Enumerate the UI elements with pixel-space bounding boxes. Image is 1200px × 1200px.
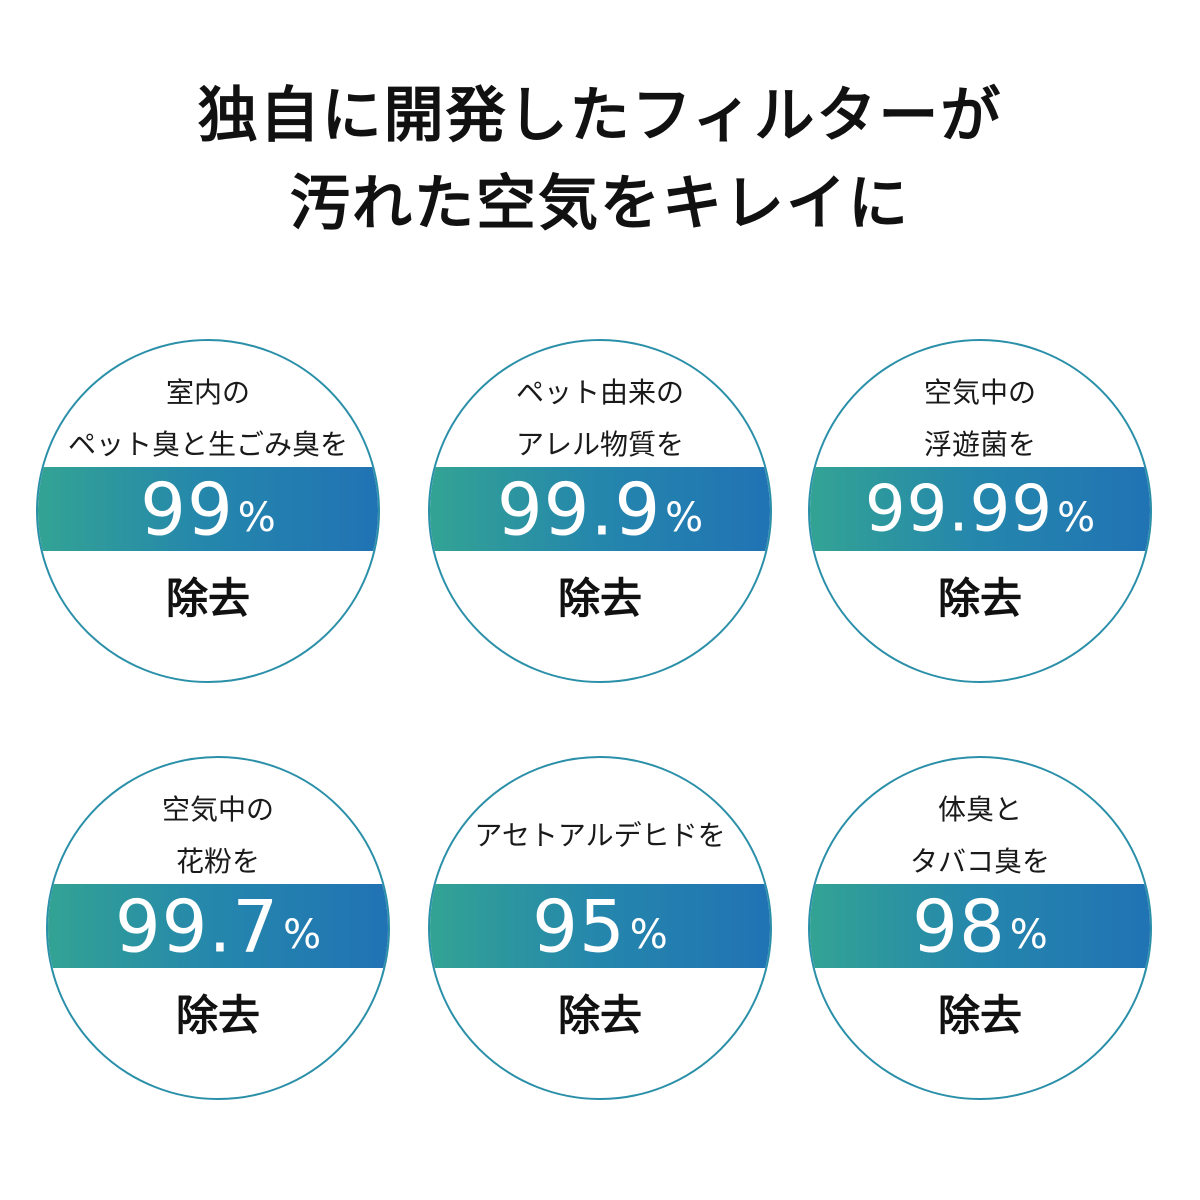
badge-airborne-bacteria: 空気中の 浮遊菌を 99.99% 除去 — [808, 339, 1152, 683]
percentage-value: 99.99 — [864, 472, 1054, 547]
removal-label: 除去 — [557, 991, 642, 1040]
badge-caption-line: 体臭と — [937, 793, 1022, 826]
percent-sign: % — [283, 911, 322, 958]
badge-pet-garbage-odor: 室内の ペット臭と生ごみ臭を 99% 除去 — [36, 339, 380, 683]
percentage-band: 99.7% — [48, 884, 388, 969]
percentage-value: 95 — [532, 884, 626, 969]
badge-caption-line: 浮遊菌を — [923, 428, 1036, 461]
badge-caption-line: ペット由来の — [515, 376, 684, 409]
percentage-value: 99.9 — [496, 467, 662, 552]
percentage-value: 99 — [140, 467, 234, 552]
badge-caption: アセトアルデヒドを — [430, 810, 770, 862]
percentage-band: 99.9% — [430, 467, 770, 552]
removal-label: 除去 — [175, 991, 260, 1040]
percentage-band: 99.99% — [810, 467, 1150, 551]
badge-caption: 空気中の 花粉を — [48, 784, 388, 888]
percent-sign: % — [1009, 911, 1048, 958]
badge-caption: 室内の ペット臭と生ごみ臭を — [38, 367, 378, 471]
badge-pollen: 空気中の 花粉を 99.7% 除去 — [46, 756, 390, 1100]
badge-caption-line: ペット臭と生ごみ臭を — [67, 428, 348, 461]
badge-caption-line: 室内の — [165, 376, 250, 409]
percent-sign: % — [629, 911, 668, 958]
badge-body-tobacco-odor: 体臭と タバコ臭を 98% 除去 — [808, 756, 1152, 1100]
badge-caption: 空気中の 浮遊菌を — [810, 367, 1150, 471]
badge-caption-line: タバコ臭を — [909, 845, 1050, 878]
removal-label: 除去 — [937, 991, 1022, 1040]
badge-caption-line: 空気中の — [161, 793, 274, 826]
removal-label: 除去 — [937, 574, 1022, 623]
headline-line-2: 汚れた空気をキレイに — [290, 169, 910, 239]
percent-sign: % — [1057, 494, 1096, 541]
badge-caption: 体臭と タバコ臭を — [810, 784, 1150, 888]
percentage-band: 99% — [38, 467, 378, 552]
removal-label: 除去 — [165, 574, 250, 623]
percentage-value: 99.7 — [114, 884, 280, 969]
percentage-band: 95% — [430, 884, 770, 969]
badge-caption-line: アセトアルデヒドを — [474, 819, 726, 852]
badge-caption-line: 花粉を — [175, 845, 260, 878]
badge-caption-line: 空気中の — [923, 376, 1036, 409]
badge-acetaldehyde: アセトアルデヒドを 95% 除去 — [428, 756, 772, 1100]
badge-pet-allergen: ペット由来の アレル物質を 99.9% 除去 — [428, 339, 772, 683]
percentage-value: 98 — [912, 884, 1006, 969]
headline-line-1: 独自に開発したフィルターが — [197, 81, 1003, 151]
badge-caption-line: アレル物質を — [515, 428, 684, 461]
removal-label: 除去 — [557, 574, 642, 623]
percentage-band: 98% — [810, 884, 1150, 969]
badge-caption: ペット由来の アレル物質を — [430, 367, 770, 471]
percent-sign: % — [237, 494, 276, 541]
percent-sign: % — [665, 494, 704, 541]
